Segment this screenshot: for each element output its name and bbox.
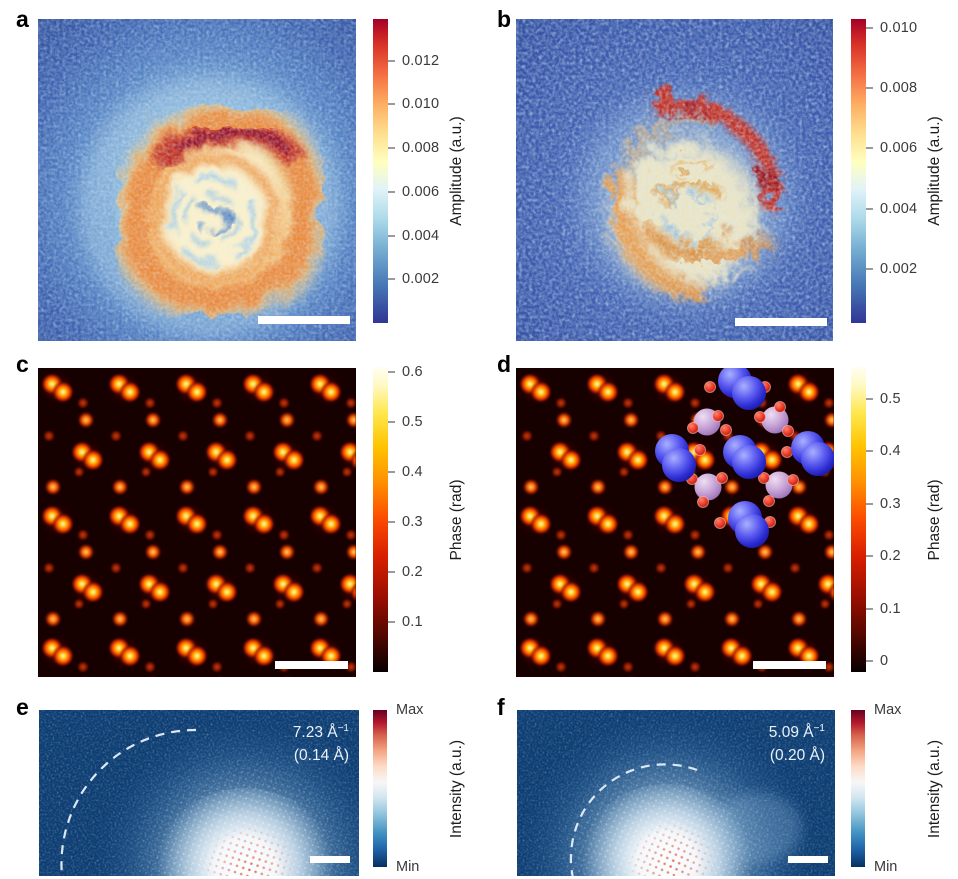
- colorbar-tick: 0: [866, 653, 888, 669]
- red-atoms: [686, 381, 799, 529]
- colorbar-tick: 0.002: [388, 271, 439, 287]
- scale-bar: [275, 661, 348, 669]
- colorbar-tick: 0.1: [866, 601, 901, 617]
- colorbar-f-gradient: [851, 710, 865, 867]
- colorbar-a: 0.012 0.010 0.008 0.006 0.004 0.002 Amplitude…: [373, 19, 503, 323]
- colorbar-tick: 0.008: [866, 80, 917, 96]
- resolution-ring-dashed-arc: [569, 763, 698, 876]
- resolution-real-space: (0.20 Å): [769, 747, 825, 765]
- colorbar-a-gradient: [373, 19, 388, 323]
- colorbar-f-max-label: Max: [874, 702, 902, 718]
- colorbar-d-gradient: [851, 367, 866, 672]
- atom-sphere-purple: [765, 471, 793, 499]
- colorbar-e-min-label: Min: [396, 859, 420, 875]
- colorbar-tick: 0.4: [866, 443, 901, 459]
- scale-bar: [735, 318, 827, 326]
- colorbar-tick: 0.012: [388, 53, 439, 69]
- colorbar-e-axis-label: Intensity (a.u.): [448, 739, 465, 838]
- scale-bar: [788, 856, 828, 863]
- resolution-real-space: (0.14 Å): [293, 747, 349, 765]
- colorbar-c-axis-label: Phase (rad): [448, 479, 465, 560]
- colorbar-tick: 0.2: [866, 548, 901, 564]
- colorbar-b-axis-label: Amplitude (a.u.): [926, 116, 943, 226]
- colorbar-tick: 0.3: [388, 514, 423, 530]
- atom-sphere-blue: [662, 448, 696, 482]
- colorbar-b: 0.010 0.008 0.006 0.004 0.002 Amplitude (a.u…: [851, 19, 958, 323]
- colorbar-tick: 0.010: [866, 20, 917, 36]
- colorbar-f-min-label: Min: [874, 859, 898, 875]
- panel-label-d: d: [497, 351, 512, 377]
- scale-bar: [258, 316, 350, 324]
- resolution-annotation: 5.09 Å−1 (0.20 Å): [769, 721, 825, 768]
- colorbar-tick: 0.6: [388, 364, 423, 380]
- atomic-lattice: [38, 368, 356, 677]
- panel-label-c: c: [16, 351, 29, 377]
- panel-c-phase-image: [38, 368, 356, 677]
- colorbar-tick: 0.1: [388, 614, 423, 630]
- colorbar-d-axis-label: Phase (rad): [926, 479, 943, 560]
- panel-f-diffraction-pattern: 5.09 Å−1 (0.20 Å): [517, 710, 835, 876]
- colorbar-c: 0.6 0.5 0.4 0.3 0.2 0.1 Phase (rad): [373, 364, 503, 672]
- resolution-annotation: 7.23 Å−1 (0.14 Å): [293, 721, 349, 768]
- colorbar-f: Max Min Intensity (a.u.): [851, 702, 958, 875]
- panel-label-f: f: [497, 694, 505, 720]
- colorbar-tick: 0.010: [388, 96, 439, 112]
- colorbar-b-gradient: [851, 19, 866, 323]
- atom-sphere-blue: [801, 442, 834, 476]
- colorbar-tick: 0.008: [388, 140, 439, 156]
- colorbar-tick: 0.5: [866, 391, 901, 407]
- colorbar-tick: 0.002: [866, 261, 917, 277]
- panel-label-b: b: [497, 6, 512, 32]
- atom-sphere-blue: [735, 514, 769, 548]
- atom-sphere-purple: [694, 473, 722, 501]
- colorbar-tick: 0.004: [388, 228, 439, 244]
- colorbar-tick: 0.004: [866, 201, 917, 217]
- scale-bar: [753, 661, 826, 669]
- panel-a-amplitude-map: [38, 19, 356, 341]
- panel-label-e: e: [16, 694, 29, 720]
- resolution-value: 5.09 Å−1: [768, 723, 825, 742]
- colorbar-tick: 0.006: [388, 184, 439, 200]
- scale-bar: [310, 856, 350, 863]
- panel-b-amplitude-map: [516, 19, 833, 341]
- colorbar-tick: 0.2: [388, 564, 423, 580]
- colorbar-c-gradient: [373, 367, 388, 672]
- colorbar-f-axis-label: Intensity (a.u.): [926, 739, 943, 838]
- colorbar-e: Max Min Intensity (a.u.): [373, 702, 503, 875]
- resolution-value: 7.23 Å−1: [292, 723, 349, 742]
- panel-e-diffraction-pattern: 7.23 Å−1 (0.14 Å): [39, 710, 359, 876]
- colorbar-tick: 0.006: [866, 140, 917, 156]
- atom-sphere-purple: [761, 406, 789, 434]
- colorbar-tick: 0.3: [866, 496, 901, 512]
- blue-atom-pairs: [655, 368, 834, 548]
- colorbar-e-gradient: [373, 710, 387, 867]
- atomic-model-overlay: [655, 368, 834, 548]
- panel-d-phase-image-with-model: [516, 368, 834, 677]
- colorbar-d: 0.5 0.4 0.3 0.2 0.1 0 Phase (rad): [851, 367, 958, 672]
- colorbar-tick: 0.4: [388, 464, 423, 480]
- colorbar-a-axis-label: Amplitude (a.u.): [448, 116, 465, 226]
- panel-label-a: a: [16, 6, 29, 32]
- colorbar-tick: 0.5: [388, 414, 423, 430]
- colorbar-e-max-label: Max: [396, 702, 424, 718]
- atom-sphere-blue: [732, 445, 766, 479]
- atom-sphere-blue: [732, 376, 766, 410]
